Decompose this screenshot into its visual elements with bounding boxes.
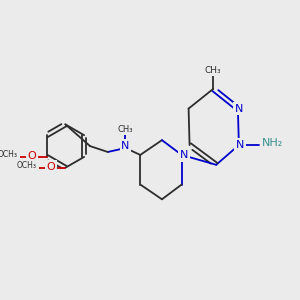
Text: N: N [179,150,188,160]
Text: O: O [46,162,55,172]
Text: N: N [235,103,243,114]
Text: N: N [236,140,244,150]
Text: OCH₃: OCH₃ [0,150,18,159]
Text: NH₂: NH₂ [262,138,283,148]
Text: CH₃: CH₃ [205,66,221,75]
Text: OCH₃: OCH₃ [17,161,37,170]
Text: CH₃: CH₃ [118,125,133,134]
Text: O: O [27,151,36,161]
Text: N: N [121,141,130,151]
